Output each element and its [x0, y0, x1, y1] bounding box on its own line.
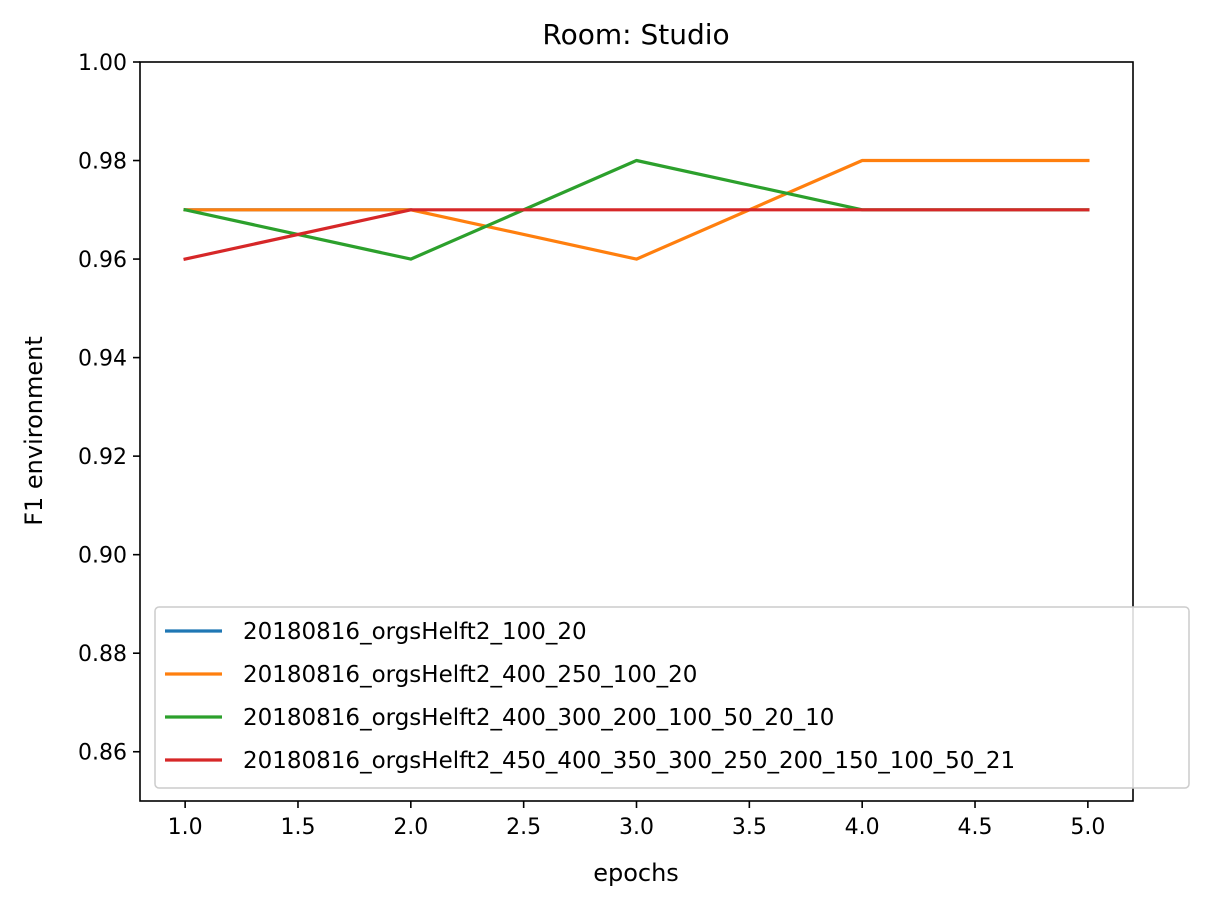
- legend-entry-label: 20180816_orgsHelft2_400_250_100_20: [243, 662, 697, 688]
- legend: 20180816_orgsHelft2_100_20 20180816_orgsH…: [154, 606, 1190, 789]
- x-axis-ticks: 1.0 1.5 2.0 2.5 3.0 3.5 4.0 4.5 5.0: [168, 801, 1105, 840]
- y-tick-label: 0.88: [78, 642, 127, 667]
- y-tick-label: 0.96: [78, 248, 127, 273]
- legend-entry-label: 20180816_orgsHelft2_400_300_200_100_50_2…: [243, 705, 834, 731]
- y-tick-label: 1.00: [78, 51, 127, 76]
- x-tick-label: 4.0: [845, 815, 880, 840]
- x-tick-label: 3.0: [619, 815, 654, 840]
- x-tick-label: 5.0: [1070, 815, 1105, 840]
- y-axis-label: F1 environment: [20, 336, 48, 526]
- y-tick-label: 0.98: [78, 150, 127, 175]
- y-tick-label: 0.94: [78, 347, 127, 372]
- series-line-4: [183, 208, 1090, 262]
- x-tick-label: 2.0: [393, 815, 428, 840]
- y-tick-label: 0.86: [78, 741, 127, 766]
- series-line-2: [183, 158, 1090, 261]
- x-axis-label: epochs: [593, 859, 679, 887]
- legend-entry-label: 20180816_orgsHelft2_100_20: [243, 619, 587, 645]
- plot-border: [139, 61, 1134, 802]
- series-lines: [183, 158, 1090, 262]
- x-tick-label: 1.0: [168, 815, 203, 840]
- legend-entry-label: 20180816_orgsHelft2_450_400_350_300_250_…: [243, 748, 1015, 774]
- x-tick-label: 2.5: [506, 815, 541, 840]
- y-tick-label: 0.90: [78, 544, 127, 569]
- x-tick-label: 3.5: [732, 815, 767, 840]
- y-axis-ticks: 0.86 0.88 0.90 0.92 0.94 0.96 0.98 1.00: [78, 51, 140, 766]
- legend-box: [154, 606, 1190, 789]
- chart-title: Room: Studio: [542, 18, 729, 51]
- x-tick-label: 1.5: [280, 815, 315, 840]
- y-tick-label: 0.92: [78, 445, 127, 470]
- x-tick-label: 4.5: [958, 815, 993, 840]
